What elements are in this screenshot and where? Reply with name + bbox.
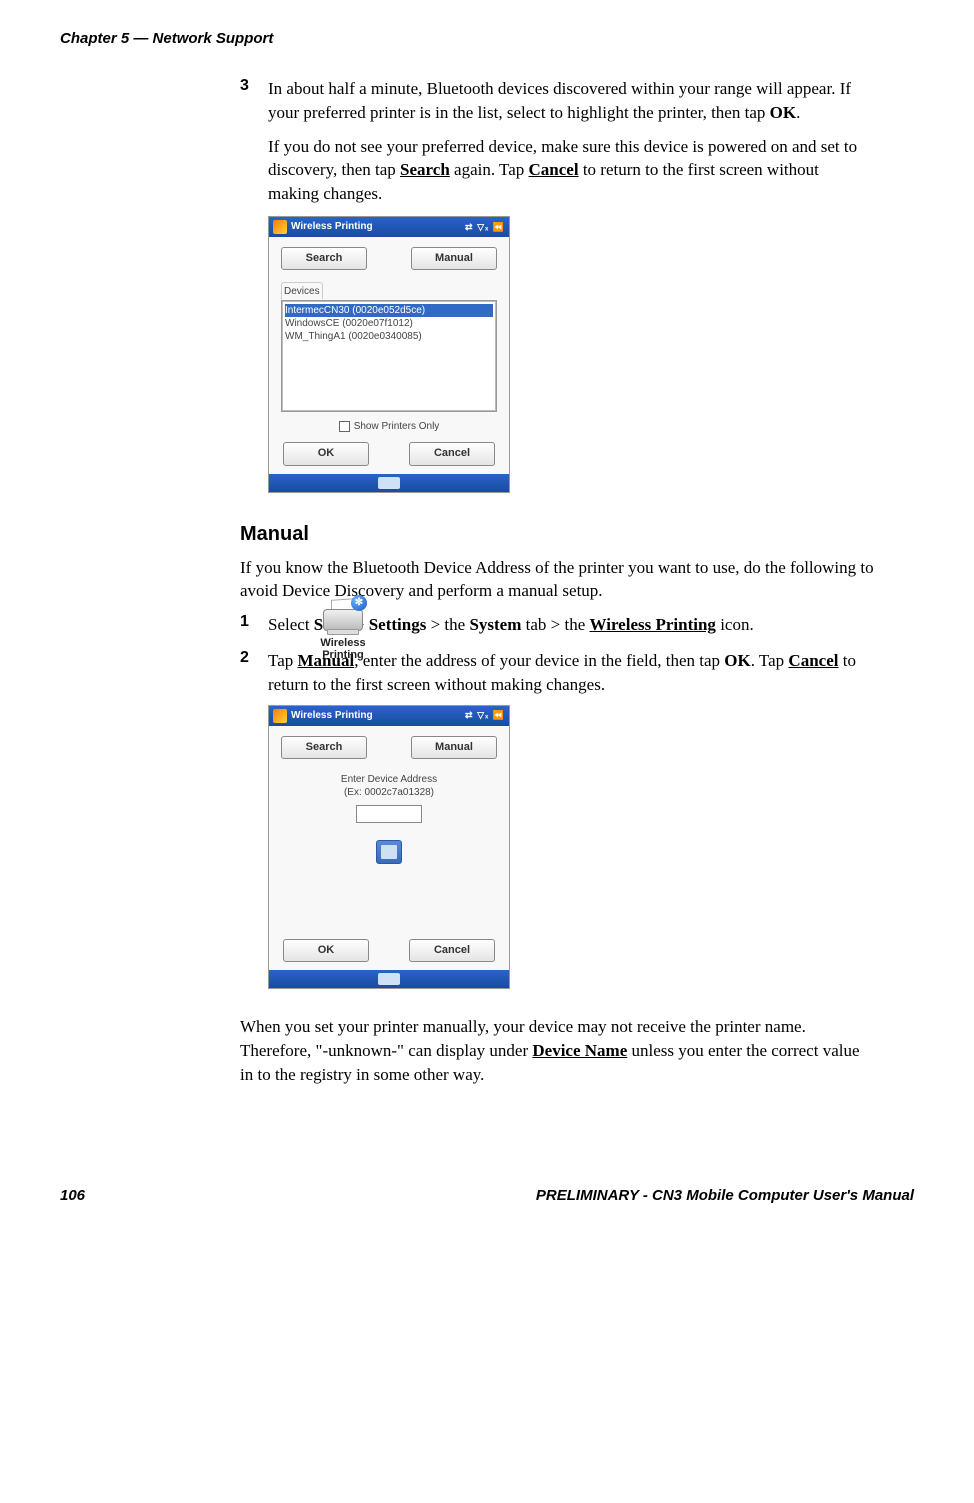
label-line1: Enter Device Address xyxy=(281,773,497,786)
screenshot-1: Wireless Printing ⇄ ▽ₓ ⏪ Search Manual D… xyxy=(268,216,874,493)
keyboard-icon[interactable] xyxy=(376,840,402,864)
device-list[interactable]: IntermecCN30 (0020e052d5ce) WindowsCE (0… xyxy=(281,300,497,412)
text: Select xyxy=(268,615,314,634)
main-content: 3 In about half a minute, Bluetooth devi… xyxy=(240,77,874,1087)
system-bold: System xyxy=(469,615,521,634)
device-item[interactable]: WM_ThingA1 (0020e0340085) xyxy=(285,330,493,343)
step-text: In about half a minute, Bluetooth device… xyxy=(268,77,874,507)
closing-para: When you set your printer manually, your… xyxy=(240,1015,874,1086)
bottom-button-row: OK Cancel xyxy=(281,442,497,465)
search-bold: Search xyxy=(400,160,450,179)
step3-para2: If you do not see your preferred device,… xyxy=(268,135,874,206)
window-body: Search Manual Devices IntermecCN30 (0020… xyxy=(269,237,509,474)
text: > the xyxy=(426,615,469,634)
checkbox-label: Show Printers Only xyxy=(354,421,440,432)
titlebar: Wireless Printing ⇄ ▽ₓ ⏪ xyxy=(269,217,509,237)
cancel-button[interactable]: Cancel xyxy=(409,442,495,465)
bottom-button-row: OK Cancel xyxy=(281,939,497,962)
manual-button[interactable]: Manual xyxy=(411,736,497,759)
label-line2: (Ex: 0002c7a01328) xyxy=(281,786,497,799)
wireless-printing-bold: Wireless Printing xyxy=(590,615,716,634)
text: icon. xyxy=(716,615,754,634)
sip-icon[interactable] xyxy=(378,973,400,985)
icon-label-line2: Printing xyxy=(308,649,378,661)
cancel-bold: Cancel xyxy=(788,651,838,670)
window-body: Search Manual Enter Device Address (Ex: … xyxy=(269,726,509,971)
step-number: 2 xyxy=(240,649,264,1003)
status-icons: ⇄ ▽ₓ ⏪ xyxy=(465,709,505,722)
show-printers-checkbox[interactable] xyxy=(339,421,350,432)
doc-title: PRELIMINARY - CN3 Mobile Computer User's… xyxy=(536,1187,914,1204)
printer-body xyxy=(323,609,363,631)
ok-bold: OK xyxy=(770,103,796,122)
ok-button[interactable]: OK xyxy=(283,442,369,465)
manual-inner: Enter Device Address (Ex: 0002c7a01328) xyxy=(281,765,497,939)
text: Tap xyxy=(268,651,298,670)
chapter-header: Chapter 5 — Network Support xyxy=(60,30,914,47)
text: . xyxy=(796,103,800,122)
search-button[interactable]: Search xyxy=(281,736,367,759)
icon-label-line1: Wireless xyxy=(308,637,378,649)
printer-tray xyxy=(327,629,359,635)
step-number: 1 xyxy=(240,613,264,637)
bluetooth-badge-icon: ✻ xyxy=(351,595,367,611)
page-footer: 106 PRELIMINARY - CN3 Mobile Computer Us… xyxy=(60,1187,914,1204)
step-3: 3 In about half a minute, Bluetooth devi… xyxy=(240,77,874,507)
step-number: 3 xyxy=(240,77,264,507)
wireless-printing-icon-container: ✻ Wireless Printing xyxy=(308,597,378,661)
device-item[interactable]: IntermecCN30 (0020e052d5ce) xyxy=(285,304,493,317)
top-button-row: Search Manual xyxy=(281,247,497,270)
manual-heading: Manual xyxy=(240,523,874,546)
mock-window-1: Wireless Printing ⇄ ▽ₓ ⏪ Search Manual D… xyxy=(268,216,510,493)
text: again. Tap xyxy=(450,160,529,179)
sip-icon[interactable] xyxy=(378,477,400,489)
device-address-input[interactable] xyxy=(356,805,422,823)
cancel-button[interactable]: Cancel xyxy=(409,939,495,962)
keyboard-icon-row xyxy=(281,840,497,871)
window-icon xyxy=(273,709,287,723)
bottombar xyxy=(269,970,509,988)
window-title: Wireless Printing xyxy=(291,220,373,234)
manual-button[interactable]: Manual xyxy=(411,247,497,270)
text: tab > the xyxy=(521,615,589,634)
text: In about half a minute, Bluetooth device… xyxy=(268,79,851,122)
devices-label: Devices xyxy=(281,282,323,299)
printer-icon: ✻ xyxy=(317,597,369,635)
device-list-inner: IntermecCN30 (0020e052d5ce) WindowsCE (0… xyxy=(282,301,496,411)
device-item[interactable]: WindowsCE (0020e07f1012) xyxy=(285,317,493,330)
cancel-bold: Cancel xyxy=(529,160,579,179)
window-icon xyxy=(273,220,287,234)
page-number: 106 xyxy=(60,1187,85,1204)
enter-address-label: Enter Device Address (Ex: 0002c7a01328) xyxy=(281,773,497,799)
checkbox-row: Show Printers Only xyxy=(281,420,497,434)
chapter-title: Chapter 5 — Network Support xyxy=(60,30,273,47)
step-text: Tap Manual , enter the address of your de… xyxy=(268,649,874,1003)
window-title: Wireless Printing xyxy=(291,709,373,723)
status-icons: ⇄ ▽ₓ ⏪ xyxy=(465,221,505,234)
mock-window-2: Wireless Printing ⇄ ▽ₓ ⏪ Search Manual E… xyxy=(268,705,510,990)
titlebar: Wireless Printing ⇄ ▽ₓ ⏪ xyxy=(269,706,509,726)
text: , enter the address of your device in th… xyxy=(354,651,724,670)
top-button-row: Search Manual xyxy=(281,736,497,759)
device-name-bold: Device Name xyxy=(532,1041,627,1060)
text: . Tap xyxy=(751,651,789,670)
search-button[interactable]: Search xyxy=(281,247,367,270)
bottombar xyxy=(269,474,509,492)
screenshot-2: Wireless Printing ⇄ ▽ₓ ⏪ Search Manual E… xyxy=(268,705,874,990)
manual-step-2: 2 Tap Manual , enter the address of your … xyxy=(240,649,874,1003)
ok-bold: OK xyxy=(724,651,750,670)
ok-button[interactable]: OK xyxy=(283,939,369,962)
